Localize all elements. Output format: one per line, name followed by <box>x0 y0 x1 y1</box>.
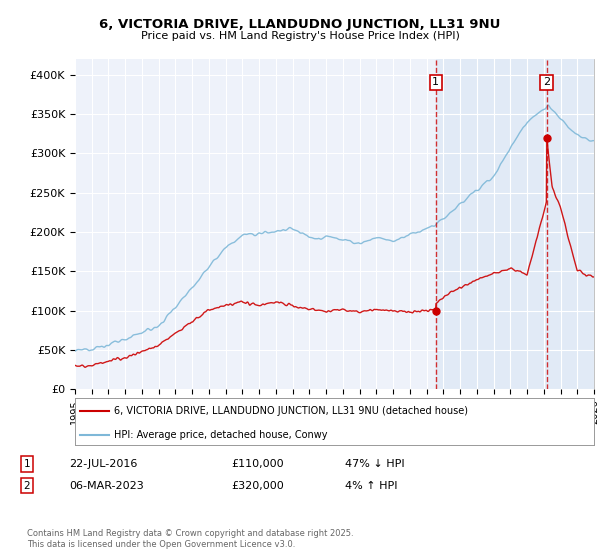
Text: 1: 1 <box>23 459 31 469</box>
Text: 6, VICTORIA DRIVE, LLANDUDNO JUNCTION, LL31 9NU: 6, VICTORIA DRIVE, LLANDUDNO JUNCTION, L… <box>100 18 500 31</box>
Text: 2: 2 <box>23 480 31 491</box>
Bar <box>436 59 594 389</box>
Text: HPI: Average price, detached house, Conwy: HPI: Average price, detached house, Conw… <box>114 430 328 440</box>
Text: £110,000: £110,000 <box>231 459 284 469</box>
Text: 4% ↑ HPI: 4% ↑ HPI <box>345 480 398 491</box>
Text: 1: 1 <box>432 77 439 87</box>
Text: 6, VICTORIA DRIVE, LLANDUDNO JUNCTION, LL31 9NU (detached house): 6, VICTORIA DRIVE, LLANDUDNO JUNCTION, L… <box>114 406 468 416</box>
Text: 47% ↓ HPI: 47% ↓ HPI <box>345 459 404 469</box>
Text: 06-MAR-2023: 06-MAR-2023 <box>69 480 144 491</box>
Text: £320,000: £320,000 <box>231 480 284 491</box>
Text: Price paid vs. HM Land Registry's House Price Index (HPI): Price paid vs. HM Land Registry's House … <box>140 31 460 41</box>
Text: 22-JUL-2016: 22-JUL-2016 <box>69 459 137 469</box>
Text: 2: 2 <box>543 77 550 87</box>
Text: Contains HM Land Registry data © Crown copyright and database right 2025.
This d: Contains HM Land Registry data © Crown c… <box>27 529 353 549</box>
